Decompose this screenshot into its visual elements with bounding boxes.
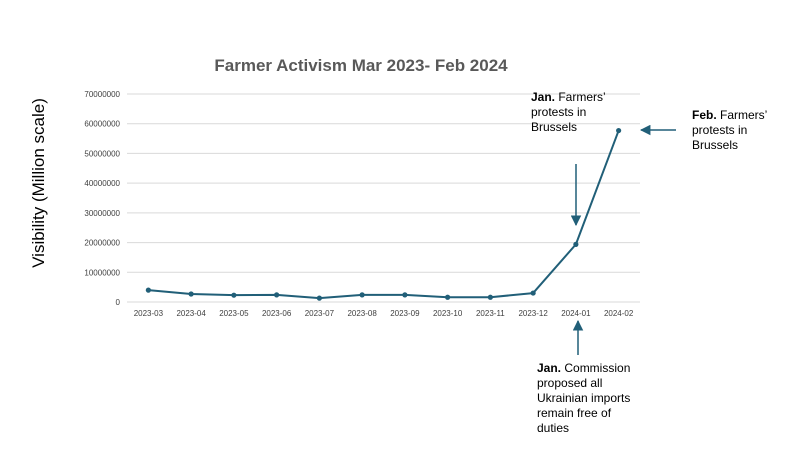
annotation-feb-protests: Feb. Farmers’ protests in Brussels bbox=[639, 108, 767, 152]
x-tick-label: 2023-10 bbox=[433, 309, 463, 318]
x-tick-label: 2023-12 bbox=[518, 309, 548, 318]
x-tick-label: 2023-06 bbox=[262, 309, 292, 318]
x-tick-label: 2023-07 bbox=[305, 309, 335, 318]
x-tick-label: 2023-04 bbox=[176, 309, 206, 318]
y-tick-labels: 0 10000000 20000000 30000000 40000000 5000000… bbox=[84, 90, 120, 307]
data-point bbox=[274, 292, 280, 298]
x-tick-label: 2023-03 bbox=[134, 309, 164, 318]
y-tick-label: 60000000 bbox=[84, 120, 120, 129]
y-tick-label: 70000000 bbox=[84, 90, 120, 99]
gridlines bbox=[127, 93, 640, 303]
svg-text:Feb. Farmers’: Feb. Farmers’ bbox=[692, 108, 767, 122]
annotation-jan-commission-line2: proposed all bbox=[537, 376, 602, 390]
y-tick-label: 50000000 bbox=[84, 149, 120, 158]
x-tick-label: 2023-05 bbox=[219, 309, 249, 318]
data-point bbox=[145, 287, 151, 293]
x-tick-label: 2023-09 bbox=[390, 309, 420, 318]
annotation-jan-commission-line1: Commission bbox=[561, 361, 630, 375]
annotation-jan-protests-line3: Brussels bbox=[531, 120, 577, 134]
x-tick-label: 2023-11 bbox=[476, 309, 505, 318]
svg-text:Jan. Farmers’: Jan. Farmers’ bbox=[531, 90, 606, 104]
x-tick-label: 2023-08 bbox=[347, 309, 377, 318]
chart-title: Farmer Activism Mar 2023- Feb 2024 bbox=[214, 56, 508, 75]
annotation-jan-protests-line2: protests in bbox=[531, 105, 586, 119]
x-tick-label: 2024-01 bbox=[561, 309, 591, 318]
annotation-feb-protests-line1: Farmers’ bbox=[717, 108, 768, 122]
data-point bbox=[359, 292, 365, 298]
y-tick-label: 10000000 bbox=[84, 268, 120, 277]
annotation-jan-protests-bold: Jan. bbox=[531, 90, 555, 104]
data-point bbox=[445, 294, 451, 300]
data-point bbox=[573, 241, 579, 247]
series-line bbox=[148, 130, 620, 300]
annotation-jan-commission-line3: Ukrainian imports bbox=[537, 391, 630, 405]
annotation-feb-protests-line3: Brussels bbox=[692, 138, 738, 152]
data-point bbox=[487, 294, 493, 300]
y-axis-label: Visibility (Million scale) bbox=[29, 98, 48, 268]
data-point bbox=[188, 291, 194, 297]
y-tick-label: 20000000 bbox=[84, 239, 120, 248]
x-tick-labels: 2023-03 2023-04 2023-05 2023-06 2023-07 2023-… bbox=[134, 309, 634, 318]
annotation-jan-commission-line5: duties bbox=[537, 421, 569, 435]
y-tick-label: 30000000 bbox=[84, 209, 120, 218]
y-tick-label: 0 bbox=[116, 298, 121, 307]
annotation-jan-protests: Jan. Farmers’ protests in Brussels bbox=[531, 90, 606, 227]
annotation-jan-protests-line1: Farmers’ bbox=[555, 90, 606, 104]
series-visibility bbox=[145, 127, 622, 301]
y-tick-label: 40000000 bbox=[84, 179, 120, 188]
data-point bbox=[402, 292, 408, 298]
annotation-jan-commission: Jan. Commission proposed all Ukrainian i… bbox=[537, 319, 630, 435]
x-tick-label: 2024-02 bbox=[604, 309, 634, 318]
annotation-jan-commission-bold: Jan. bbox=[537, 361, 561, 375]
data-point bbox=[616, 127, 622, 134]
annotation-jan-commission-line4: remain free of bbox=[537, 406, 612, 420]
data-point bbox=[530, 290, 536, 296]
annotation-feb-protests-line2: protests in bbox=[692, 123, 747, 137]
data-point bbox=[316, 295, 322, 301]
annotation-feb-protests-bold: Feb. bbox=[692, 108, 717, 122]
svg-text:Jan. Commission: Jan. Commission bbox=[537, 361, 630, 375]
data-point bbox=[231, 292, 237, 298]
